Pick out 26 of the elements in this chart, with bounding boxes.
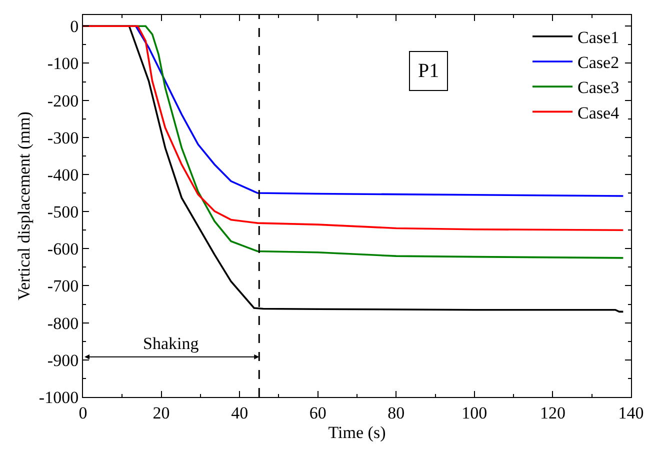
y-tick-label: -500: [47, 202, 79, 222]
y-tick-label: -300: [47, 128, 79, 148]
x-tick-label: 40: [231, 403, 248, 422]
y-tick-label: -1000: [38, 388, 79, 407]
y-axis-title: Vertical displacement (mm): [14, 112, 34, 300]
y-tick-label: -900: [47, 350, 79, 370]
x-tick-label: 80: [388, 403, 405, 422]
legend-label: Case3: [578, 78, 620, 98]
x-tick-label: 100: [462, 403, 488, 422]
y-tick-label: -800: [47, 314, 79, 333]
annotation: Shaking: [143, 334, 200, 353]
legend-label: Case1: [578, 28, 620, 47]
y-tick-label: -100: [47, 54, 79, 74]
x-axis-title: Time (s): [328, 422, 386, 442]
y-tick-label: -400: [47, 165, 79, 184]
x-tick-label: 120: [540, 403, 566, 422]
legend-label: Case4: [578, 103, 620, 122]
x-tick-label: 60: [309, 403, 326, 422]
y-tick-label: -200: [47, 91, 79, 110]
annotation: P1: [418, 60, 440, 82]
x-tick-label: 140: [618, 403, 644, 422]
y-tick-label: -600: [47, 240, 79, 259]
x-tick-label: 20: [152, 403, 170, 422]
y-tick-label: -700: [47, 276, 79, 296]
y-tick-label: 0: [70, 17, 79, 36]
legend-label: Case2: [578, 53, 620, 72]
